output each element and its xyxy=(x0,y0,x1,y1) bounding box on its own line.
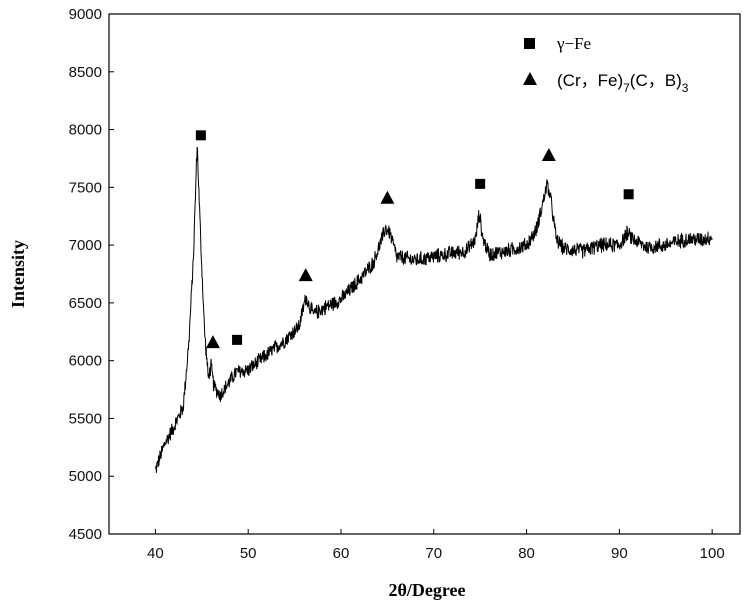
y-tick-label: 6000 xyxy=(69,353,102,370)
y-tick-label: 5000 xyxy=(69,468,102,485)
legend-label-sub-1: 7 xyxy=(623,81,630,95)
gamma-fe-peak-marker xyxy=(475,178,486,189)
x-tick-label: 80 xyxy=(518,545,535,562)
x-tick-label: 60 xyxy=(333,545,350,562)
gamma-fe-peak-marker xyxy=(232,334,243,345)
x-tick-label: 70 xyxy=(425,545,442,562)
spectrum-layer xyxy=(154,146,713,473)
x-tick-label: 100 xyxy=(700,545,725,562)
x-axis-title: 2θ/Degree xyxy=(388,580,465,600)
legend-label-carboboride: (Cr，Fe)7(C，B)3 xyxy=(557,71,689,95)
y-tick-label: 9000 xyxy=(69,6,102,23)
legend-triangle-marker xyxy=(523,72,537,85)
legend-label-part-b: (C，B) xyxy=(630,71,682,90)
gamma-fe-peak-marker xyxy=(195,130,206,141)
legend: γ−Fe (Cr，Fe)7(C，B)3 xyxy=(523,34,689,95)
peak-marker-layer xyxy=(195,130,634,349)
legend-label-part-a: (Cr，Fe) xyxy=(557,71,623,90)
legend-label-gamma-fe: γ−Fe xyxy=(556,34,591,53)
xrd-spectrum-line xyxy=(154,146,713,473)
x-tick-label: 40 xyxy=(147,545,164,562)
legend-label-sub-2: 3 xyxy=(682,81,689,95)
carboboride-peak-marker xyxy=(380,190,395,204)
carboboride-peak-marker xyxy=(541,147,556,161)
y-tick-label: 7500 xyxy=(69,179,102,196)
gamma-fe-peak-marker xyxy=(623,189,634,200)
y-tick-label: 8000 xyxy=(69,122,102,139)
y-tick-label: 8500 xyxy=(69,64,102,81)
carboboride-peak-marker xyxy=(298,268,313,282)
y-tick-label: 4500 xyxy=(69,526,102,543)
x-tick-label: 90 xyxy=(611,545,628,562)
plot-frame xyxy=(108,13,741,535)
x-tick-label: 50 xyxy=(240,545,257,562)
carboboride-peak-marker xyxy=(205,335,220,349)
y-tick-label: 5500 xyxy=(69,410,102,427)
x-tick-layer: 40 50 60 70 80 90 100 xyxy=(147,529,725,562)
y-tick-layer: 4500 5000 5500 6000 6500 7000 7500 8000 8500 9000 xyxy=(69,6,114,543)
y-tick-label: 6500 xyxy=(69,295,102,312)
y-tick-label: 7000 xyxy=(69,237,102,254)
legend-square-marker xyxy=(524,38,535,49)
y-axis-title: Intensity xyxy=(8,240,28,308)
